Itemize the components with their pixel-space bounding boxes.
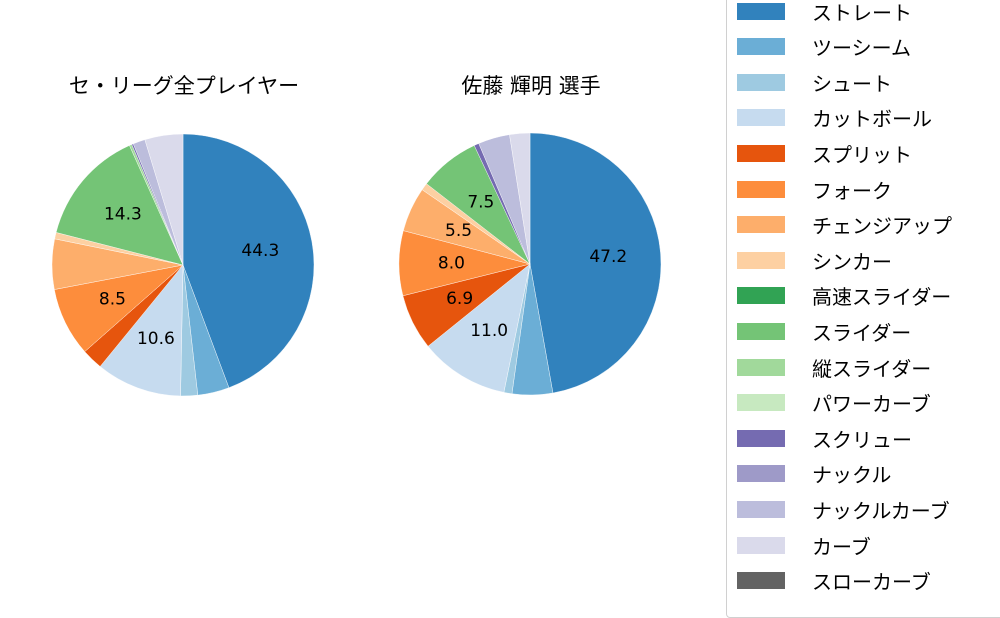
legend-swatch xyxy=(737,358,785,376)
legend-label: ナックルカーブ xyxy=(812,498,950,523)
slice-value-label: 47.2 xyxy=(589,247,627,267)
slice-value-label: 44.3 xyxy=(241,241,279,261)
legend-item: 高速スライダー xyxy=(737,284,952,310)
legend-swatch xyxy=(737,536,785,554)
legend-label: スローカーブ xyxy=(812,570,931,595)
legend: ストレートツーシームシュートカットボール スプリットフォークチェンジアップ シンカー… xyxy=(726,0,1000,618)
legend-swatch xyxy=(737,216,785,234)
legend-label: シュート xyxy=(812,71,892,96)
pie-sato-teruaki: 47.2 11.0 6.9 8.0 5.5 7.5 xyxy=(398,132,662,396)
slice-value-label: 5.5 xyxy=(445,221,472,241)
legend-item: ツーシーム xyxy=(737,35,911,61)
legend-swatch xyxy=(737,465,785,483)
legend-item: シュート xyxy=(737,70,892,96)
legend-item: フォーク xyxy=(737,177,892,203)
left-chart-title: セ・リーグ全プレイヤー xyxy=(68,74,300,98)
legend-swatch xyxy=(737,109,785,127)
legend-label: パワーカーブ xyxy=(812,392,931,417)
legend-swatch xyxy=(737,180,785,198)
legend-item: ストレート xyxy=(737,0,912,25)
pie-slice xyxy=(509,132,531,265)
legend-swatch xyxy=(737,429,785,447)
legend-item: カットボール xyxy=(737,106,932,132)
legend-label: カーブ xyxy=(812,534,871,559)
legend-swatch xyxy=(737,144,785,162)
legend-swatch xyxy=(737,572,785,590)
legend-item: ナックル xyxy=(737,462,892,488)
legend-item: スクリュー xyxy=(737,426,912,452)
legend-swatch xyxy=(737,73,785,91)
legend-label: フォーク xyxy=(812,178,892,203)
legend-label: チェンジアップ xyxy=(812,214,952,239)
legend-label: ツーシーム xyxy=(812,36,911,61)
legend-label: スプリット xyxy=(812,142,912,167)
legend-item: パワーカーブ xyxy=(737,391,931,417)
legend-swatch xyxy=(737,2,785,20)
slice-value-label: 11.0 xyxy=(470,321,508,341)
legend-label: 縦スライダー xyxy=(812,356,932,381)
legend-item: 縦スライダー xyxy=(737,355,932,381)
slice-value-label: 7.5 xyxy=(467,193,494,213)
legend-item: スライダー xyxy=(737,319,912,345)
legend-label: スクリュー xyxy=(812,427,912,452)
pie-slice xyxy=(144,133,184,266)
legend-label: カットボール xyxy=(812,107,932,132)
legend-swatch xyxy=(737,38,785,56)
slice-value-label: 8.0 xyxy=(438,254,465,274)
slice-value-label: 14.3 xyxy=(104,204,142,224)
slice-value-label: 6.9 xyxy=(446,289,473,309)
right-chart-title: 佐藤 輝明 選手 xyxy=(461,74,601,98)
legend-swatch xyxy=(737,322,785,340)
legend-swatch xyxy=(737,287,785,305)
legend-item: スプリット xyxy=(737,141,912,167)
legend-label: スライダー xyxy=(812,320,912,345)
legend-label: シンカー xyxy=(812,249,892,274)
legend-item: ナックルカーブ xyxy=(737,497,950,523)
legend-item: シンカー xyxy=(737,248,892,274)
legend-item: スローカーブ xyxy=(737,569,931,595)
pie-charts: 44.3 10.6 8.5 14.3 47.2 11.0 6.9 8.0 5.5 7.5 xyxy=(51,132,662,397)
legend-item: チェンジアップ xyxy=(737,213,952,239)
pie-slice xyxy=(55,145,184,266)
slice-value-label: 8.5 xyxy=(99,290,126,310)
pie-slice xyxy=(182,133,315,388)
legend-swatch xyxy=(737,251,785,269)
pie-slice xyxy=(529,132,662,394)
slice-value-label: 10.6 xyxy=(137,329,175,349)
legend-swatch xyxy=(737,394,785,412)
legend-swatch xyxy=(737,500,785,518)
pie-league-all-players: 44.3 10.6 8.5 14.3 xyxy=(51,133,315,397)
legend-label: 高速スライダー xyxy=(812,285,952,310)
legend-label: ナックル xyxy=(812,463,892,488)
legend-item: カーブ xyxy=(737,533,871,559)
legend-label: ストレート xyxy=(812,0,912,25)
